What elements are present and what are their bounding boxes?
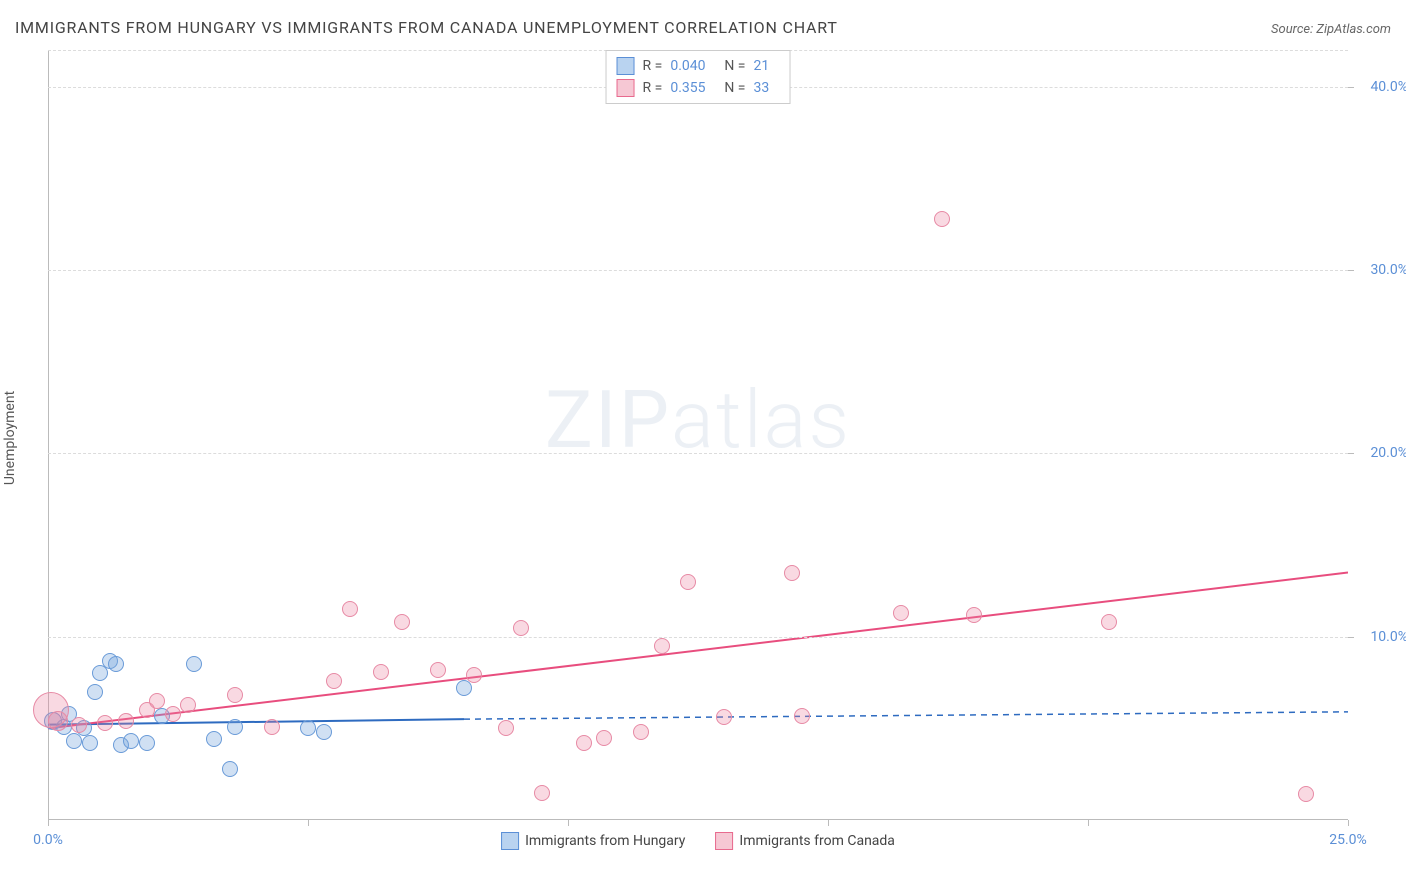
data-point [97, 715, 113, 731]
data-point [934, 211, 950, 227]
correlation-legend: R = 0.040 N = 21 R = 0.355 N = 33 [606, 50, 791, 104]
y-tick [1348, 87, 1354, 88]
data-point [633, 724, 649, 740]
data-point [430, 662, 446, 678]
data-point [576, 735, 592, 751]
legend-label: Immigrants from Canada [739, 833, 895, 849]
data-point [71, 717, 87, 733]
y-tick [1348, 637, 1354, 638]
x-tick [828, 820, 829, 826]
chart-plot-area: ZIPatlas 10.0%20.0%30.0%40.0%0.0%25.0% R… [48, 50, 1348, 820]
data-point [326, 673, 342, 689]
data-point [165, 706, 181, 722]
x-tick-label: 25.0% [1329, 832, 1367, 848]
grid-line [48, 637, 1348, 638]
chart-source: Source: ZipAtlas.com [1271, 22, 1391, 37]
data-point [222, 761, 238, 777]
data-point [92, 665, 108, 681]
data-point [784, 565, 800, 581]
data-point [66, 733, 82, 749]
x-tick [1088, 820, 1089, 826]
data-point [227, 687, 243, 703]
y-tick-label: 10.0% [1353, 629, 1406, 645]
data-point [149, 693, 165, 709]
legend-swatch [617, 79, 635, 97]
y-tick-label: 30.0% [1353, 262, 1406, 278]
data-point [498, 720, 514, 736]
data-point [316, 724, 332, 740]
trend-line-extrapolated [464, 712, 1348, 719]
data-point [716, 709, 732, 725]
correlation-row: R = 0.040 N = 21 [617, 55, 780, 77]
data-point [893, 605, 909, 621]
y-tick-label: 20.0% [1353, 445, 1406, 461]
data-point [680, 574, 696, 590]
legend-swatch [501, 832, 519, 850]
data-point [373, 664, 389, 680]
data-point [456, 680, 472, 696]
data-point [513, 620, 529, 636]
r-value: 0.040 [670, 58, 716, 74]
x-tick [48, 820, 49, 826]
r-value: 0.355 [670, 80, 716, 96]
legend-label: Immigrants from Hungary [525, 833, 685, 849]
data-point [394, 614, 410, 630]
chart-header: IMMIGRANTS FROM HUNGARY VS IMMIGRANTS FR… [15, 18, 1391, 37]
data-point [186, 656, 202, 672]
correlation-row: R = 0.355 N = 33 [617, 77, 780, 99]
legend-item: Immigrants from Hungary [501, 832, 685, 850]
n-label: N = [724, 58, 745, 74]
n-label: N = [724, 80, 745, 96]
n-value: 21 [753, 58, 779, 74]
n-value: 33 [753, 80, 779, 96]
x-axis-line [48, 819, 1348, 820]
plot-surface: ZIPatlas 10.0%20.0%30.0%40.0%0.0%25.0% [48, 50, 1348, 820]
data-point [118, 713, 134, 729]
data-point [82, 735, 98, 751]
data-point [300, 720, 316, 736]
data-point [654, 638, 670, 654]
data-point [1101, 614, 1117, 630]
y-tick [1348, 453, 1354, 454]
data-point [227, 719, 243, 735]
legend-item: Immigrants from Canada [715, 832, 895, 850]
grid-line [48, 453, 1348, 454]
data-point [794, 708, 810, 724]
data-point [139, 735, 155, 751]
data-point [596, 730, 612, 746]
r-label: R = [643, 80, 663, 96]
y-tick [1348, 270, 1354, 271]
data-point [87, 684, 103, 700]
x-tick-label: 0.0% [33, 832, 63, 848]
x-tick [308, 820, 309, 826]
chart-title: IMMIGRANTS FROM HUNGARY VS IMMIGRANTS FR… [15, 18, 838, 37]
data-point [264, 719, 280, 735]
data-point [466, 667, 482, 683]
data-point [108, 656, 124, 672]
legend-swatch [715, 832, 733, 850]
trend-line [48, 573, 1348, 729]
data-point [206, 731, 222, 747]
data-point [123, 733, 139, 749]
bottom-legend: Immigrants from Hungary Immigrants from C… [501, 832, 895, 850]
data-point [534, 785, 550, 801]
data-point [48, 711, 68, 731]
data-point [1298, 786, 1314, 802]
data-point [342, 601, 358, 617]
data-point [180, 697, 196, 713]
r-label: R = [643, 58, 663, 74]
data-point [966, 607, 982, 623]
y-tick-label: 40.0% [1353, 79, 1406, 95]
x-tick [1348, 820, 1349, 826]
x-tick [568, 820, 569, 826]
y-axis-label: Unemployment [2, 391, 18, 485]
legend-swatch [617, 57, 635, 75]
trend-lines [48, 50, 1348, 820]
grid-line [48, 270, 1348, 271]
